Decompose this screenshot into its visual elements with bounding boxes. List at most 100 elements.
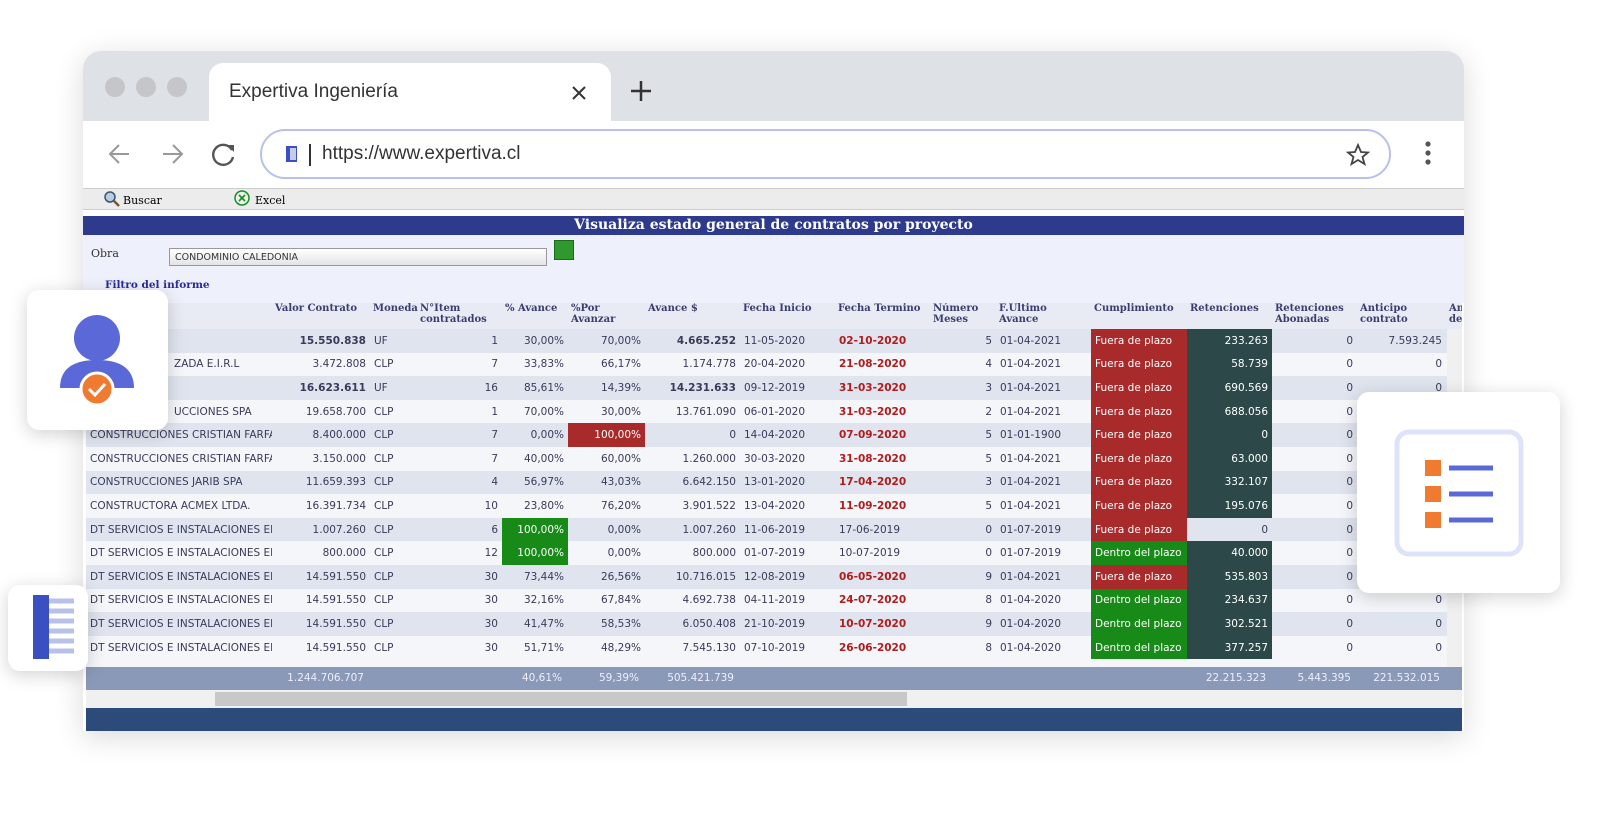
- table-cell: DT SERVICIOS E INSTALACIONES EIF: [86, 612, 272, 636]
- close-tab[interactable]: [571, 85, 587, 101]
- table-cell: Fuera de plazo: [1091, 564, 1187, 589]
- table-row: DT SERVICIOS E INSTALACIONES EIF 1.007.26…: [86, 517, 1462, 542]
- table-cell: 234.637: [1187, 588, 1272, 613]
- table-cell: 233.263: [1187, 329, 1272, 353]
- table-cell: 12-08-2019: [740, 564, 835, 589]
- table-cell: 1.007.260: [272, 517, 370, 542]
- table-cell: 33,83%: [502, 352, 568, 377]
- table-cell: Fuera de plazo: [1091, 446, 1187, 471]
- table-cell: 01-04-2021: [996, 446, 1091, 471]
- table-cell: 2: [930, 399, 996, 424]
- table-cell: 690.569: [1187, 376, 1272, 400]
- table-cell: 07-09-2020: [835, 423, 930, 447]
- table-cell: 0: [1187, 517, 1272, 542]
- table-cell: 7: [417, 423, 502, 447]
- table: Valor Contrato Moneda N°Item contratados% …: [86, 303, 1462, 660]
- table-cell: 8.400.000: [272, 423, 370, 447]
- column-header: Moneda: [370, 303, 418, 329]
- nav-buttons[interactable]: [107, 141, 237, 167]
- total-value: 505.421.739: [667, 672, 734, 684]
- table-cell: 6: [417, 517, 502, 542]
- table-cell: 0: [1272, 612, 1357, 636]
- table-cell: 0: [1272, 470, 1357, 495]
- table-cell: 31-03-2020: [835, 376, 930, 400]
- table-cell: 01-04-2021: [996, 494, 1091, 518]
- table-cell: 76,20%: [568, 494, 645, 518]
- table-cell: 56,97%: [502, 470, 568, 495]
- table-cell: 8: [930, 588, 996, 613]
- table-cell: 14.231.633: [645, 376, 740, 400]
- table-cell: 0: [930, 517, 996, 542]
- table-cell: 0: [1357, 588, 1446, 613]
- table-cell: 24-07-2020: [835, 588, 930, 613]
- table-cell: 688.056: [1187, 399, 1272, 424]
- table-row: DT SERVICIOS E INSTALACIONES EIF 14.591.5…: [86, 635, 1462, 660]
- total-value: 40,61%: [521, 672, 562, 684]
- tab-bar: Expertiva Ingeniería: [83, 51, 1464, 123]
- building-icon: [33, 595, 74, 659]
- table-cell: 0: [1187, 423, 1272, 447]
- table-cell: 66,17%: [568, 352, 645, 377]
- table-cell: Fuera de plazo: [1091, 423, 1187, 447]
- table-cell: 14-04-2020: [740, 423, 835, 447]
- table-row: DT SERVICIOS E INSTALACIONES EIF 14.591.5…: [86, 564, 1462, 589]
- list-icon: [1394, 429, 1524, 557]
- toolbar-button[interactable]: Excel: [255, 194, 286, 207]
- table-cell: 302.521: [1187, 612, 1272, 636]
- toolbar-button[interactable]: Buscar: [123, 194, 162, 207]
- scroll-thumb[interactable]: [215, 692, 907, 706]
- table-cell: CONSTRUCCIONES CRISTIAN FARFAN: [86, 446, 272, 471]
- column-header: Anticipo contrato: [1357, 303, 1446, 329]
- table-cell: 14.591.550: [272, 635, 370, 660]
- table-cell: 01-07-2019: [996, 517, 1091, 542]
- table-cell: DT SERVICIOS E INSTALACIONES EIF: [86, 635, 272, 660]
- address-bar[interactable]: https://www.expertiva.cl: [260, 129, 1391, 179]
- table-cell: Fuera de plazo: [1091, 494, 1187, 518]
- header-row: Valor Contrato Moneda N°Item contratados% …: [86, 303, 1462, 329]
- table-cell: CLP: [370, 564, 417, 589]
- tab-title: Expertiva Ingeniería: [229, 81, 398, 102]
- table-cell: Fuera de plazo: [1091, 352, 1187, 377]
- table-cell: 40.000: [1187, 541, 1272, 565]
- table-row: CONSTRUCCIONES CRISTIAN FARFAN 3.150.000 C…: [86, 446, 1462, 471]
- table-cell: 07-10-2019: [740, 635, 835, 660]
- filter-label: Obra: [91, 247, 119, 260]
- table-cell: CLP: [370, 494, 417, 518]
- table-cell: 0: [1272, 399, 1357, 424]
- table-cell: 19.658.700: [272, 399, 370, 424]
- table-cell: Fuera de plazo: [1091, 470, 1187, 495]
- table-cell: 0,00%: [568, 541, 645, 565]
- bookmark[interactable]: [1346, 143, 1370, 167]
- contracts-table: Valor Contrato Moneda N°Item contratados% …: [86, 303, 1462, 667]
- new-tab[interactable]: [629, 79, 653, 103]
- user-card: [27, 290, 168, 430]
- table-cell: 06-01-2020: [740, 399, 835, 424]
- go-button[interactable]: [554, 240, 574, 260]
- table-cell: 06-05-2020: [835, 564, 930, 589]
- tab[interactable]: Expertiva Ingeniería: [209, 63, 611, 123]
- table-cell: 5: [930, 494, 996, 518]
- table-cell: 10.716.015: [645, 564, 740, 589]
- table-cell: 51,71%: [502, 635, 568, 660]
- table-cell: 195.076: [1187, 494, 1272, 518]
- filter-link[interactable]: Filtro del informe: [105, 279, 210, 291]
- h-scrollbar[interactable]: [86, 690, 1462, 708]
- table-cell: 23,80%: [502, 494, 568, 518]
- table-cell: 332.107: [1187, 470, 1272, 495]
- table-cell: 10-07-2020: [835, 612, 930, 636]
- table-cell: 100,00%: [568, 423, 645, 447]
- column-header: Avance $: [645, 303, 740, 329]
- table-cell: 20-04-2020: [740, 352, 835, 377]
- table-cell: 01-04-2021: [996, 564, 1091, 589]
- obra-select[interactable]: CONDOMINIO CALEDONIA: [169, 248, 547, 266]
- menu[interactable]: [1423, 141, 1433, 167]
- table-cell: 73,44%: [502, 564, 568, 589]
- table-cell: 58,53%: [568, 612, 645, 636]
- table-row: ZADA E.I.R.L 3.472.808 CLP 7 33,83% 66,17% 1.1…: [86, 352, 1462, 377]
- select-value: CONDOMINIO CALEDONIA: [175, 252, 299, 263]
- table-cell: 1: [417, 399, 502, 424]
- table-cell: 31-08-2020: [835, 446, 930, 471]
- table-cell: 30: [417, 612, 502, 636]
- table-cell: 0: [1272, 376, 1357, 400]
- table-cell: 13.761.090: [645, 399, 740, 424]
